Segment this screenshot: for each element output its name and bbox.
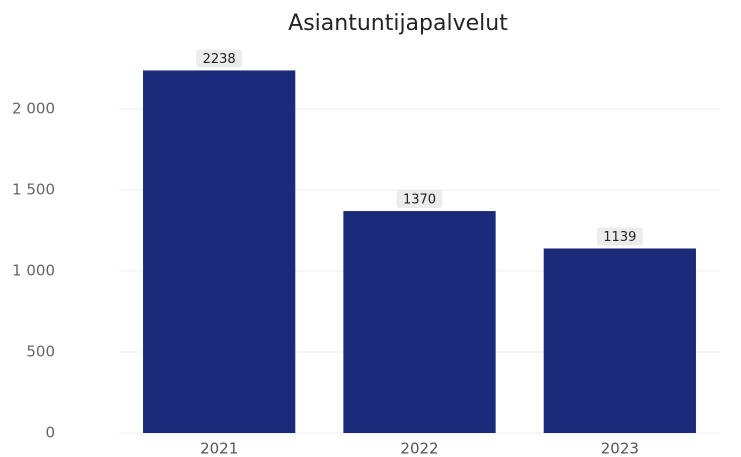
data-label: 2238: [203, 52, 236, 67]
x-tick-label: 2022: [400, 440, 438, 457]
y-tick-label: 2 000: [12, 100, 55, 118]
data-label-bg: [596, 227, 643, 246]
bar: [143, 70, 296, 433]
y-tick-label: 1 000: [12, 262, 55, 280]
x-tick-label: 2021: [200, 440, 238, 457]
bar: [543, 248, 696, 433]
y-tick-label: 1 500: [12, 181, 55, 199]
data-label: 1139: [603, 230, 636, 245]
data-label: 1370: [403, 193, 436, 208]
y-tick-label: 0: [45, 424, 55, 442]
x-tick-label: 2023: [601, 440, 639, 457]
data-label-bg: [396, 190, 443, 209]
bar: [343, 211, 496, 433]
chart-title: Asiantuntijapalvelut: [288, 11, 508, 36]
data-label-bg: [196, 49, 243, 68]
y-tick-label: 500: [26, 343, 55, 361]
